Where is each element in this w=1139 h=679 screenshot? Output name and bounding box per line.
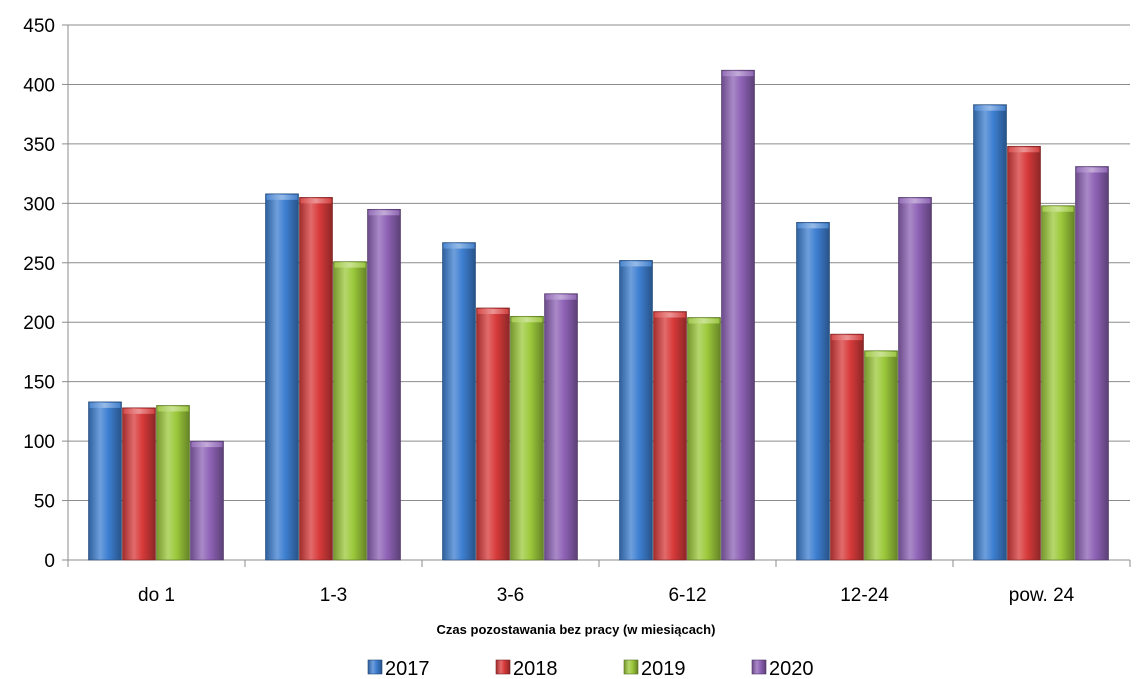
bar-2017-do-1 [88,401,122,561]
bar-2017-1-3 [265,193,299,561]
bar-2020-1-3 [367,208,401,561]
bar-2018-3-6 [476,307,510,561]
bar-2018-6-12 [653,311,687,561]
x-tick-label: 1-3 [320,585,347,606]
bar-2018-12-24 [830,333,864,561]
bar-2020-12-24 [898,197,932,561]
gridlines [62,24,1130,561]
bars [88,69,1109,561]
bar-2017-pow-24 [973,104,1007,561]
y-tick-label: 200 [23,313,55,334]
bar-2019-12-24 [864,350,898,561]
bar-2019-6-12 [687,317,721,561]
legend-label: 2017 [385,658,430,679]
bar-2020-3-6 [544,293,578,561]
bar-2019-1-3 [333,261,367,561]
legend-swatch [623,659,639,675]
x-tick-label: pow. 24 [1009,585,1075,606]
y-tick-label: 450 [23,16,55,37]
x-tick-label: 6-12 [668,585,706,606]
legend-item-2019: 2019 [623,658,686,679]
y-tick-label: 250 [23,254,55,275]
legend-swatch [751,659,767,675]
legend: 2017 2018 2019 2020 [367,658,814,679]
y-tick-label: 150 [23,373,55,394]
bar-2017-12-24 [796,222,830,561]
bar-2017-3-6 [442,242,476,561]
legend-swatch [495,659,511,675]
y-tick-label: 400 [23,75,55,96]
tick-labels: 0 50 100 150 200 250 300 350 400 450 do 1 1-3 3-6 6-1… [23,16,1074,606]
x-tick-label: 3-6 [497,585,524,606]
bar-2020-6-12 [721,69,755,561]
x-axis-title: Czas pozostawania bez pracy (w miesiącac… [437,622,716,637]
y-tick-label: 50 [34,492,55,513]
y-tick-label: 350 [23,135,55,156]
y-tick-label: 100 [23,432,55,453]
legend-label: 2019 [641,658,686,679]
legend-label: 2020 [769,658,814,679]
bar-2017-6-12 [619,260,653,561]
y-tick-label: 300 [23,194,55,215]
legend-item-2017: 2017 [367,658,430,679]
axes [67,25,1131,567]
bar-2018-do-1 [122,407,156,561]
bar-2018-pow-24 [1007,145,1041,561]
bar-2020-pow-24 [1075,166,1109,561]
legend-item-2018: 2018 [495,658,558,679]
bar-2019-pow-24 [1041,205,1075,561]
bar-2020-do-1 [190,440,224,561]
bar-2018-1-3 [299,197,333,561]
y-tick-label: 0 [44,551,55,572]
legend-item-2020: 2020 [751,658,814,679]
x-tick-label: 12-24 [840,585,889,606]
bar-2019-do-1 [156,405,190,561]
legend-swatch [367,659,383,675]
legend-label: 2018 [513,658,558,679]
bar-2019-3-6 [510,315,544,561]
x-tick-label: do 1 [138,585,175,606]
